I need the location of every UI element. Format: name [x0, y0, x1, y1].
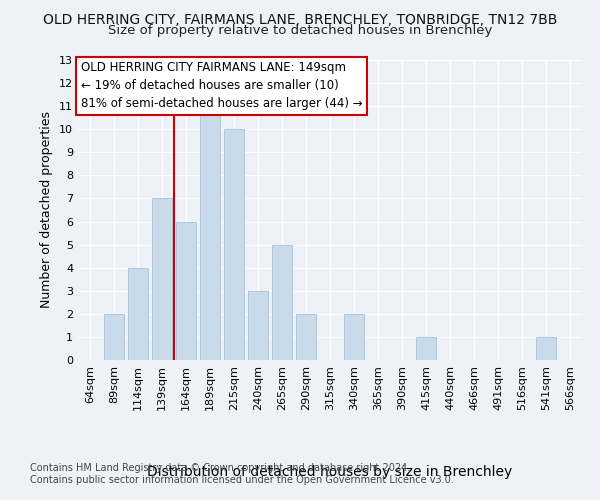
Bar [536, 337, 556, 360]
Bar [224, 129, 244, 360]
Bar [152, 198, 172, 360]
Bar [272, 244, 292, 360]
Text: OLD HERRING CITY FAIRMANS LANE: 149sqm
← 19% of detached houses are smaller (10): OLD HERRING CITY FAIRMANS LANE: 149sqm ←… [80, 62, 362, 110]
Text: Size of property relative to detached houses in Brenchley: Size of property relative to detached ho… [108, 24, 492, 37]
Bar [248, 291, 268, 360]
X-axis label: Distribution of detached houses by size in Brenchley: Distribution of detached houses by size … [148, 466, 512, 479]
Bar [128, 268, 148, 360]
Bar [176, 222, 196, 360]
Y-axis label: Number of detached properties: Number of detached properties [40, 112, 53, 308]
Text: OLD HERRING CITY, FAIRMANS LANE, BRENCHLEY, TONBRIDGE, TN12 7BB: OLD HERRING CITY, FAIRMANS LANE, BRENCHL… [43, 12, 557, 26]
Bar [416, 337, 436, 360]
Bar [344, 314, 364, 360]
Bar [104, 314, 124, 360]
Bar [200, 106, 220, 360]
Text: Contains HM Land Registry data © Crown copyright and database right 2024.
Contai: Contains HM Land Registry data © Crown c… [30, 464, 454, 485]
Bar [296, 314, 316, 360]
